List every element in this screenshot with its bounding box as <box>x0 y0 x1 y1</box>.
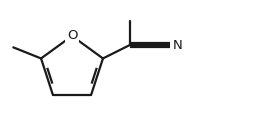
Text: N: N <box>173 39 183 52</box>
Text: O: O <box>67 29 77 42</box>
